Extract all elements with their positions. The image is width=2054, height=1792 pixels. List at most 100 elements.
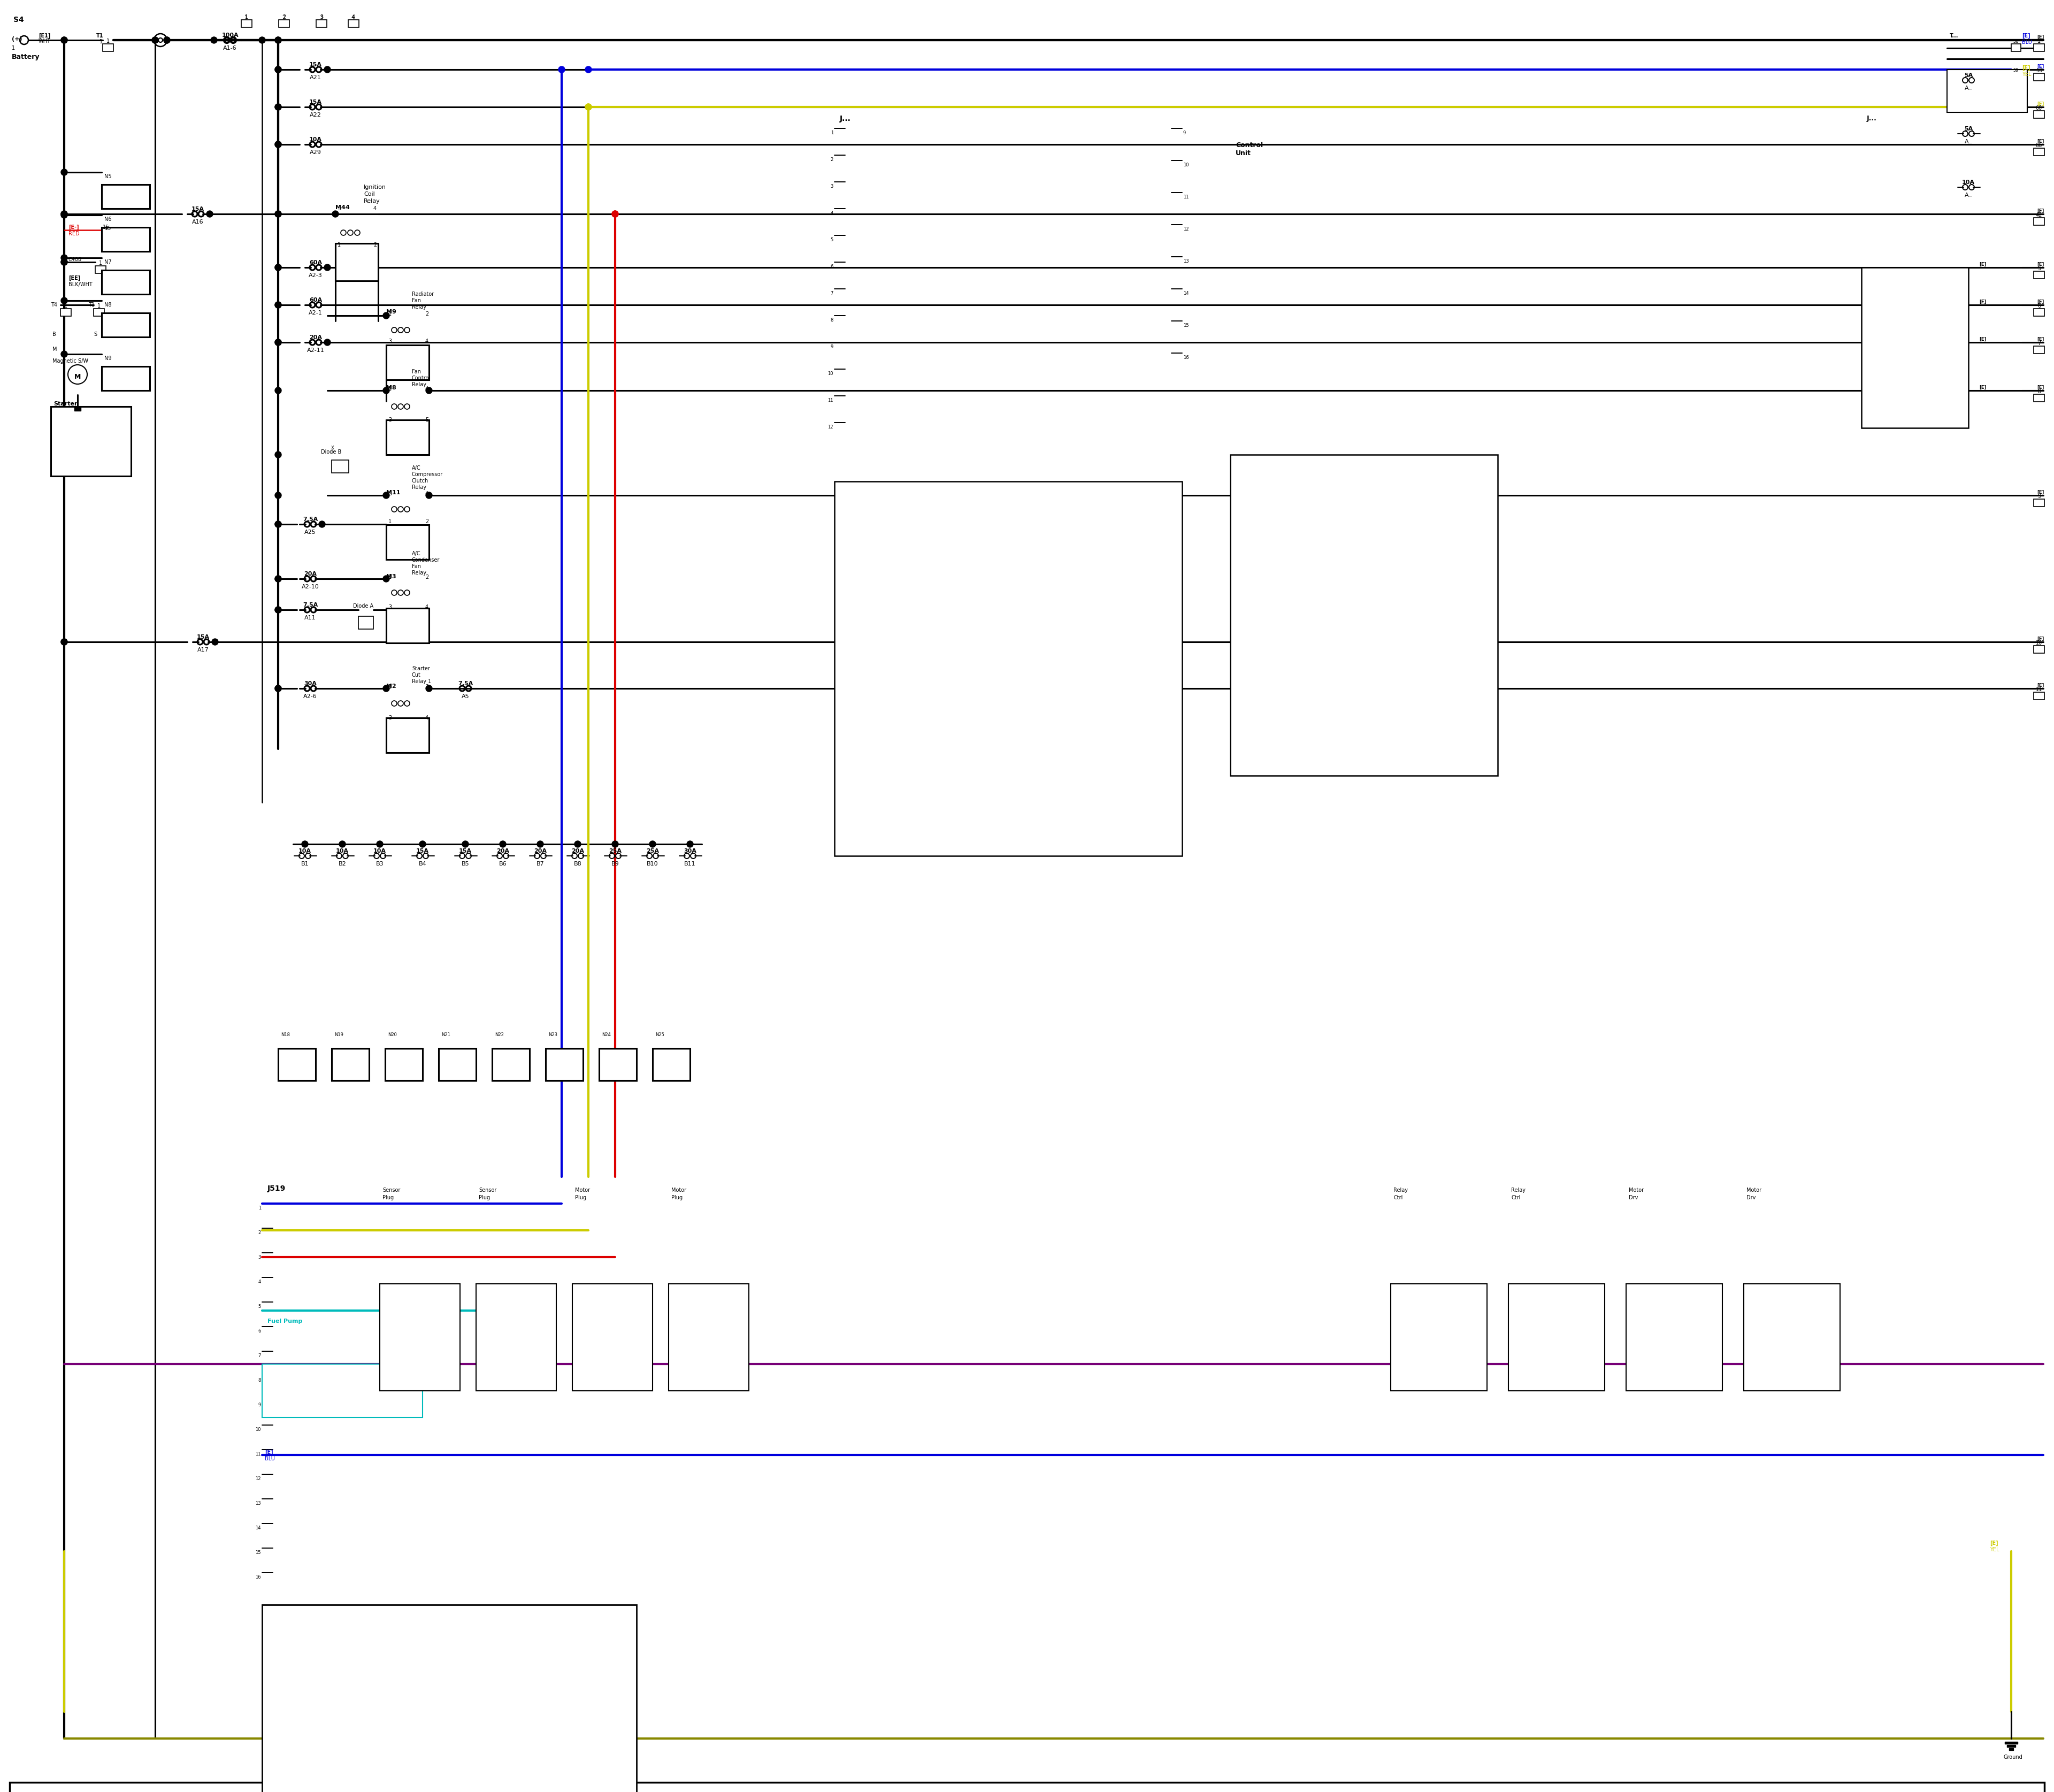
Circle shape	[275, 607, 281, 613]
Circle shape	[575, 840, 581, 848]
Text: 4: 4	[425, 387, 429, 392]
Circle shape	[62, 211, 68, 217]
Text: B1: B1	[302, 862, 308, 867]
Bar	[2007, 1745, 2015, 1747]
Text: Diode B: Diode B	[320, 450, 341, 455]
Text: 4: 4	[351, 14, 355, 20]
Text: N8: N8	[105, 303, 111, 308]
Bar	[600, 1048, 637, 1081]
Circle shape	[275, 339, 281, 346]
Bar	[2033, 308, 2044, 315]
Bar	[2033, 73, 2044, 81]
Text: 4: 4	[259, 1279, 261, 1285]
Circle shape	[612, 211, 618, 217]
Bar	[277, 1048, 316, 1081]
Bar	[2011, 73, 2021, 81]
Text: 13: 13	[1183, 258, 1189, 263]
Text: 59: 59	[2036, 68, 2042, 73]
Text: 20A: 20A	[571, 848, 583, 853]
Circle shape	[275, 142, 281, 147]
Text: 15: 15	[1183, 323, 1189, 328]
Text: N7: N7	[105, 260, 111, 265]
Bar	[103, 231, 113, 238]
Text: C408: C408	[68, 256, 82, 262]
Text: 7: 7	[2038, 340, 2042, 346]
Text: 10: 10	[2036, 640, 2042, 645]
Text: 8: 8	[259, 1378, 261, 1383]
Circle shape	[164, 38, 170, 43]
Text: 1: 1	[830, 131, 834, 136]
Circle shape	[62, 638, 68, 645]
Text: [E]: [E]	[2038, 299, 2044, 305]
Text: 3: 3	[318, 14, 322, 20]
Text: [E]: [E]	[2038, 489, 2044, 495]
Text: 30A: 30A	[304, 681, 316, 686]
Bar	[477, 1283, 557, 1391]
Bar	[51, 407, 131, 477]
Text: 7.5A: 7.5A	[458, 681, 472, 686]
Text: 5: 5	[2038, 265, 2042, 271]
Text: Fan: Fan	[413, 564, 421, 570]
Text: Battery: Battery	[12, 54, 39, 61]
Circle shape	[62, 38, 68, 43]
Text: Drv: Drv	[1629, 1195, 1637, 1201]
Text: Unit: Unit	[1237, 151, 1251, 156]
Text: B10: B10	[647, 862, 659, 867]
Text: BLK/WHT: BLK/WHT	[68, 281, 92, 287]
Text: Magnetic S/W: Magnetic S/W	[53, 358, 88, 364]
Circle shape	[419, 840, 425, 848]
Text: 10A: 10A	[1962, 179, 1974, 185]
Text: A2-11: A2-11	[306, 348, 325, 353]
Text: [E]: [E]	[1980, 262, 1986, 267]
Text: 15: 15	[105, 226, 111, 231]
Text: [E]: [E]	[2038, 65, 2044, 70]
Bar	[60, 308, 72, 315]
Text: N22: N22	[495, 1032, 503, 1038]
Text: Relay: Relay	[413, 570, 427, 575]
Text: 1: 1	[244, 14, 249, 20]
Text: 2: 2	[425, 575, 429, 581]
Text: [E]: [E]	[1980, 299, 1986, 305]
Text: B2: B2	[339, 862, 347, 867]
Circle shape	[275, 66, 281, 73]
Circle shape	[275, 211, 281, 217]
Circle shape	[212, 38, 218, 43]
Text: B3: B3	[376, 862, 384, 867]
Text: A21: A21	[310, 75, 320, 81]
Text: M2: M2	[386, 683, 396, 688]
Circle shape	[275, 339, 281, 346]
Circle shape	[275, 521, 281, 527]
Text: [E]: [E]	[265, 1450, 273, 1455]
Text: [E]: [E]	[2038, 636, 2044, 642]
Text: Starter: Starter	[53, 401, 78, 407]
Text: 1: 1	[2038, 38, 2042, 43]
Bar	[335, 244, 378, 281]
Text: 6: 6	[259, 1328, 261, 1333]
Circle shape	[275, 263, 281, 271]
Text: T...: T...	[1949, 34, 1960, 38]
Text: J519: J519	[267, 1185, 286, 1192]
Bar	[331, 461, 349, 473]
Text: Control: Control	[1237, 142, 1263, 149]
Text: N23: N23	[548, 1032, 557, 1038]
Text: 2: 2	[374, 242, 376, 247]
Text: [E]: [E]	[1980, 385, 1986, 391]
Text: [E]: [E]	[2038, 34, 2044, 39]
Text: 25A: 25A	[608, 848, 622, 853]
Text: Condenser: Condenser	[413, 557, 440, 563]
Text: 1: 1	[388, 520, 392, 525]
Circle shape	[462, 840, 468, 848]
Bar	[386, 346, 429, 380]
Bar	[493, 1048, 530, 1081]
Circle shape	[62, 351, 68, 357]
Text: S4: S4	[14, 16, 25, 23]
Circle shape	[318, 521, 325, 527]
Text: M9: M9	[386, 310, 396, 315]
Bar	[2033, 43, 2044, 52]
Text: 20A: 20A	[304, 572, 316, 577]
Text: Motor: Motor	[1746, 1188, 1762, 1193]
Bar	[101, 271, 150, 294]
Text: 16: 16	[255, 1575, 261, 1579]
Bar	[653, 1048, 690, 1081]
Text: A11: A11	[304, 615, 316, 620]
